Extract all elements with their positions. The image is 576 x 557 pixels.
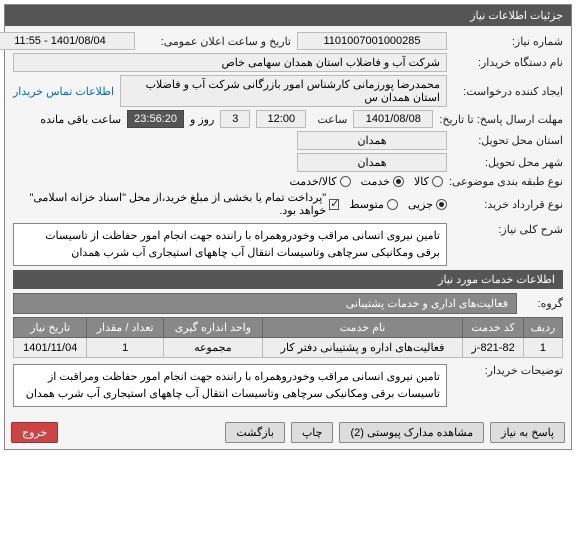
contract-label: نوع قرارداد خرید: [453, 198, 563, 211]
buyer-value: شرکت آب و فاضلاب استان همدان سهامی خاص [13, 53, 447, 72]
radio-both[interactable]: کالا/خدمت [289, 175, 350, 188]
back-button[interactable]: بازگشت [225, 422, 285, 443]
radio-partial-label: جزیی [408, 198, 433, 211]
services-table: ردیف کد خدمت نام خدمت واحد اندازه گیری ت… [13, 317, 563, 358]
city-label: شهر محل تحویل: [453, 156, 563, 169]
th-name: نام خدمت [262, 318, 462, 338]
attachments-button[interactable]: مشاهده مدارک پیوستی (2) [339, 422, 484, 443]
requester-label: ایجاد کننده درخواست: [453, 85, 563, 98]
row-contract-type: نوع قرارداد خرید: جزیی متوسط "پرداخت تما… [13, 191, 563, 217]
contact-link[interactable]: اطلاعات تماس خریدار [13, 85, 114, 98]
print-button[interactable]: چاپ [291, 422, 334, 443]
row-city: شهر محل تحویل: همدان [13, 153, 563, 172]
th-date: تاریخ نیاز [14, 318, 87, 338]
services-section-bar: اطلاعات خدمات مورد نیاز [13, 270, 563, 289]
subject-type-radios: کالا خدمت کالا/خدمت [289, 175, 442, 188]
cell-unit: مجموعه [163, 338, 262, 358]
province-label: استان محل تحویل: [453, 134, 563, 147]
radio-circle-icon [340, 176, 351, 187]
remaining-label: ساعت باقی مانده [40, 113, 121, 126]
cell-code: 821-82-ز [463, 338, 524, 358]
radio-service-label: خدمت [361, 175, 390, 188]
overall-label: شرح کلی نیاز: [453, 223, 563, 236]
reply-button[interactable]: پاسخ به نیاز [490, 422, 565, 443]
row-buyer-note: توضیحات خریدار: تامین نیروی انسانی مراقب… [13, 364, 563, 407]
row-overall-desc: شرح کلی نیاز: تامین نیروی انسانی مراقب و… [13, 223, 563, 266]
th-qty: تعداد / مقدار [87, 318, 163, 338]
subject-type-label: نوع طبقه بندی موضوعی: [449, 175, 563, 188]
announce-value: 1401/08/04 - 11:55 [0, 32, 135, 50]
table-header-row: ردیف کد خدمت نام خدمت واحد اندازه گیری ت… [14, 318, 563, 338]
radio-partial[interactable]: جزیی [408, 198, 447, 211]
city-value: همدان [297, 153, 447, 172]
row-deadline: مهلت ارسال پاسخ: تا تاریخ: 1401/08/08 سا… [13, 110, 563, 128]
radio-circle-icon [432, 176, 443, 187]
cell-date: 1401/11/04 [14, 338, 87, 358]
radio-circle-icon [387, 199, 398, 210]
deadline-time: 12:00 [256, 110, 306, 128]
buyer-label: نام دستگاه خریدار: [453, 56, 563, 69]
panel-body: شماره نیاز: 1101007001000285 تاریخ و ساع… [5, 26, 571, 416]
table-head: ردیف کد خدمت نام خدمت واحد اندازه گیری ت… [14, 318, 563, 338]
province-value: همدان [297, 131, 447, 150]
table-body: 1 821-82-ز فعالیت‌های اداره و پشتیبانی د… [14, 338, 563, 358]
radio-goods-label: کالا [414, 175, 429, 188]
radio-circle-checked-icon [393, 176, 404, 187]
time-label: ساعت [312, 113, 347, 126]
panel-title: جزئیات اطلاعات نیاز [5, 5, 571, 26]
deadline-label: مهلت ارسال پاسخ: تا تاریخ: [439, 113, 563, 126]
countdown-timer: 23:56:20 [127, 110, 184, 128]
buyer-note: تامین نیروی انسانی مراقب وخودروهمراه با … [13, 364, 447, 407]
checkbox-checked-icon [329, 199, 339, 210]
row-requester: ایجاد کننده درخواست: محمدرضا پورزمانی کا… [13, 75, 563, 107]
checkbox-treasury[interactable]: "پرداخت تمام یا بخشی از مبلغ خرید،از محل… [13, 191, 339, 217]
th-code: کد خدمت [463, 318, 524, 338]
need-no-value: 1101007001000285 [297, 32, 447, 50]
button-row: پاسخ به نیاز مشاهده مدارک پیوستی (2) چاپ… [5, 416, 571, 449]
radio-medium-label: متوسط [349, 198, 384, 211]
radio-medium[interactable]: متوسط [349, 198, 398, 211]
row-subject-type: نوع طبقه بندی موضوعی: کالا خدمت کالا/خدم… [13, 175, 563, 188]
announce-label: تاریخ و ساعت اعلان عمومی: [141, 35, 291, 48]
cell-idx: 1 [523, 338, 562, 358]
th-idx: ردیف [523, 318, 562, 338]
radio-circle-checked-icon [436, 199, 447, 210]
overall-desc: تامین نیروی انسانی مراقب وخودروهمراه با … [13, 223, 447, 266]
need-no-label: شماره نیاز: [453, 35, 563, 48]
deadline-date: 1401/08/08 [353, 110, 433, 128]
days-suffix: روز و [190, 113, 214, 126]
radio-service[interactable]: خدمت [361, 175, 404, 188]
th-unit: واحد اندازه گیری [163, 318, 262, 338]
row-province: استان محل تحویل: همدان [13, 131, 563, 150]
days-value: 3 [220, 110, 250, 128]
row-group: گروه: فعالیت‌های اداری و خدمات پشتیبانی [13, 293, 563, 314]
group-value: فعالیت‌های اداری و خدمات پشتیبانی [13, 293, 517, 314]
cell-name: فعالیت‌های اداره و پشتیبانی دفتر کار [262, 338, 462, 358]
row-need-announce: شماره نیاز: 1101007001000285 تاریخ و ساع… [13, 32, 563, 50]
contract-type-radios: جزیی متوسط "پرداخت تمام یا بخشی از مبلغ … [13, 191, 447, 217]
requester-value: محمدرضا پورزمانی کارشناس امور بازرگانی ش… [120, 75, 447, 107]
cell-qty: 1 [87, 338, 163, 358]
radio-goods[interactable]: کالا [414, 175, 443, 188]
buyer-note-label: توضیحات خریدار: [453, 364, 563, 377]
contract-note: "پرداخت تمام یا بخشی از مبلغ خرید،از محل… [13, 191, 326, 217]
details-panel: جزئیات اطلاعات نیاز شماره نیاز: 11010070… [4, 4, 572, 450]
row-buyer: نام دستگاه خریدار: شرکت آب و فاضلاب استا… [13, 53, 563, 72]
radio-both-label: کالا/خدمت [289, 175, 336, 188]
exit-button[interactable]: خروج [11, 422, 58, 443]
table-row[interactable]: 1 821-82-ز فعالیت‌های اداره و پشتیبانی د… [14, 338, 563, 358]
group-label: گروه: [523, 297, 563, 310]
